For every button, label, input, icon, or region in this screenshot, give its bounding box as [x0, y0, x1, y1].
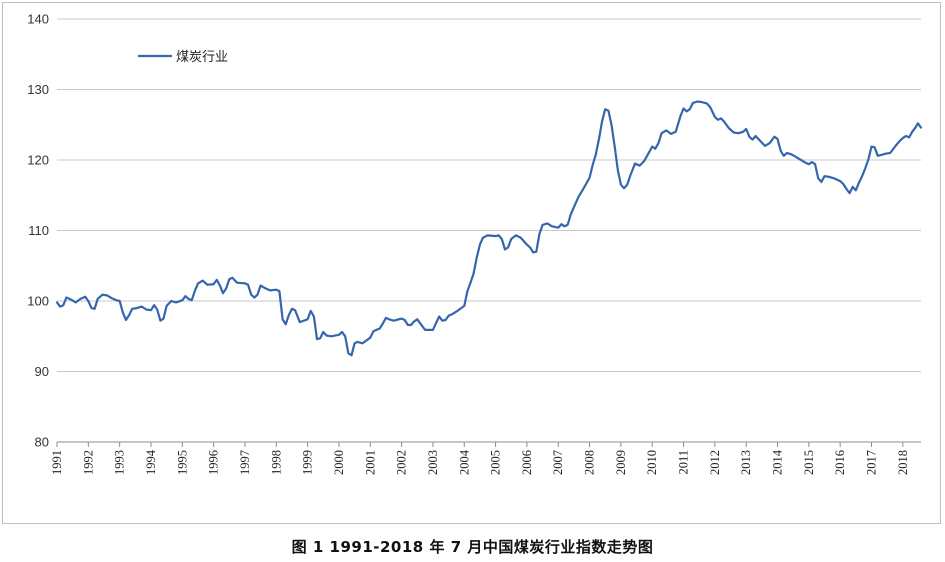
legend-label: 煤炭行业	[176, 50, 228, 65]
x-tick-label: 1995	[175, 450, 189, 475]
x-tick-label: 1994	[144, 449, 158, 475]
x-tick-label: 2015	[802, 450, 816, 475]
x-tick-label: 2009	[614, 450, 628, 475]
x-tick-label: 2006	[520, 450, 534, 475]
x-tick-label: 1991	[50, 450, 64, 475]
x-tick-label: 2013	[739, 450, 753, 475]
x-tick-label: 2007	[551, 450, 565, 475]
gridlines	[57, 18, 921, 372]
x-tick-label: 2017	[865, 450, 879, 475]
y-tick-label: 90	[35, 364, 49, 379]
x-tick-label: 1992	[81, 450, 95, 475]
x-tick-label: 2001	[363, 450, 377, 475]
x-tick-label: 2011	[677, 450, 691, 475]
y-tick-label: 120	[27, 153, 49, 168]
y-tick-label: 80	[35, 435, 49, 450]
x-tick-label: 1999	[301, 450, 315, 475]
x-tick-label: 2008	[583, 450, 597, 475]
x-tick-label: 2018	[896, 450, 910, 475]
x-tick-label: 1996	[207, 450, 221, 475]
x-tick-label: 1997	[238, 450, 252, 475]
y-tick-label: 140	[27, 12, 49, 27]
x-tick-label: 2000	[332, 450, 346, 475]
x-tick-label: 2014	[771, 449, 785, 475]
x-tick-label: 1998	[269, 450, 283, 475]
x-tick-labels: 1991 1992 1993 1994 1995 1996 1997 1998 1999 2000…	[50, 449, 910, 475]
series-lines	[55, 100, 923, 357]
series-line-0	[55, 100, 923, 357]
axes	[56, 441, 921, 447]
x-tick-label: 2012	[708, 450, 722, 475]
x-tick-label: 2003	[426, 450, 440, 475]
x-tick-label: 2016	[833, 450, 847, 475]
legend: 煤炭行业	[138, 50, 228, 65]
y-tick-label: 130	[27, 82, 49, 97]
y-tick-label: 110	[28, 223, 49, 238]
x-tick-label: 1993	[113, 450, 127, 475]
figure-caption: 图 1 1991-2018 年 7 月中国煤炭行业指数走势图	[291, 538, 654, 556]
line-chart: 140 130 120 110 100 90 80 1991 1992 1993 1994 1995…	[27, 12, 923, 475]
x-tick-label: 2010	[645, 450, 659, 475]
x-tick-label: 2004	[457, 449, 471, 475]
x-tick-label: 2002	[395, 450, 409, 475]
x-tick-label: 2005	[489, 450, 503, 475]
y-tick-label: 100	[27, 294, 49, 309]
y-tick-labels: 140 130 120 110 100 90 80	[27, 12, 49, 450]
